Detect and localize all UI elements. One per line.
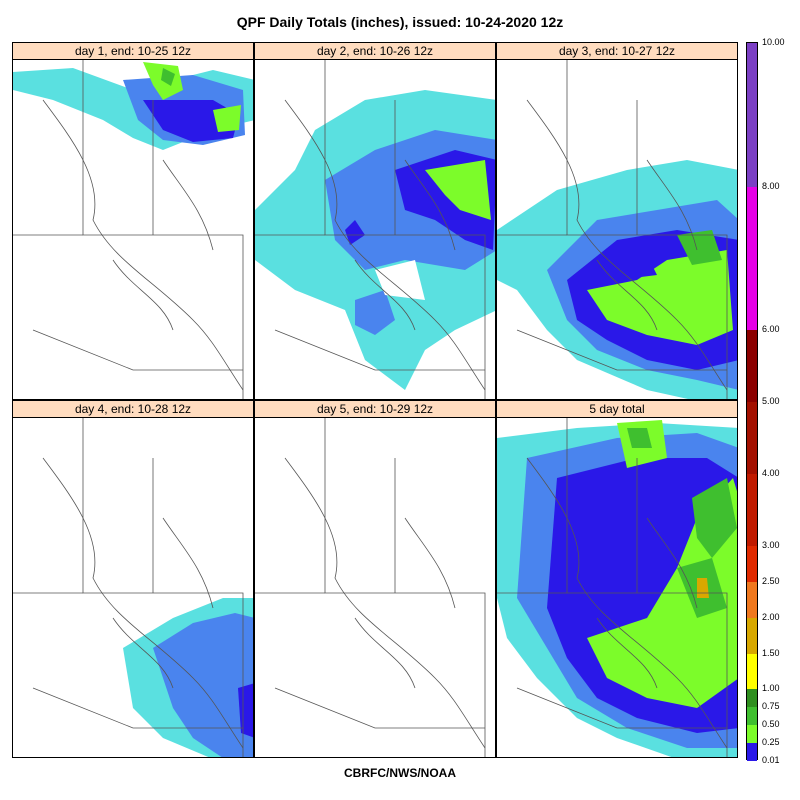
color-legend-bar — [746, 42, 758, 761]
map-panel-day-1: day 1, end: 10-25 12z — [12, 42, 254, 400]
legend-tick-label: 1.50 — [762, 648, 780, 658]
legend-swatch — [747, 474, 757, 546]
map-panel-5-day-total: 5 day total — [496, 400, 738, 758]
map-panel-day-4: day 4, end: 10-28 12z — [12, 400, 254, 758]
legend-swatch — [747, 743, 757, 761]
map-panel-day-3: day 3, end: 10-27 12z — [496, 42, 738, 400]
panel-header: day 1, end: 10-25 12z — [13, 43, 253, 60]
legend-tick-label: 0.25 — [762, 737, 780, 747]
legend-swatch — [747, 546, 757, 582]
legend-swatch — [747, 582, 757, 618]
page-title: QPF Daily Totals (inches), issued: 10-24… — [236, 14, 564, 30]
panel-header: day 5, end: 10-29 12z — [255, 401, 495, 418]
precip-map — [13, 60, 253, 399]
precip-map — [497, 418, 737, 757]
precip-map — [255, 60, 495, 399]
footer-credit: CBRFC/NWS/NOAA — [344, 766, 456, 780]
legend-swatch — [747, 654, 757, 689]
panel-header: day 4, end: 10-28 12z — [13, 401, 253, 418]
legend-tick-label: 0.50 — [762, 719, 780, 729]
legend-tick-label: 2.50 — [762, 576, 780, 586]
legend-swatch — [747, 187, 757, 330]
legend-tick-label: 2.00 — [762, 612, 780, 622]
panel-header: 5 day total — [497, 401, 737, 418]
legend-swatch — [747, 689, 757, 707]
legend-swatch — [747, 330, 757, 402]
legend-swatch — [747, 402, 757, 474]
legend-tick-label: 6.00 — [762, 324, 780, 334]
precip-map — [255, 418, 486, 757]
legend-tick-label: 0.75 — [762, 701, 780, 711]
legend-tick-label: 4.00 — [762, 468, 780, 478]
legend-swatch — [747, 707, 757, 725]
legend-swatch — [747, 725, 757, 743]
legend-swatch — [747, 43, 757, 187]
precip-map — [497, 60, 737, 399]
legend-tick-label: 10.00 — [762, 37, 785, 47]
precip-map — [13, 418, 253, 757]
map-panel-day-5: day 5, end: 10-29 12z — [254, 400, 496, 758]
legend-tick-label: 8.00 — [762, 181, 780, 191]
panel-header: day 3, end: 10-27 12z — [497, 43, 737, 60]
legend-tick-label: 5.00 — [762, 396, 780, 406]
legend-swatch — [747, 618, 757, 654]
legend-tick-label: 3.00 — [762, 540, 780, 550]
legend-tick-label: 1.00 — [762, 683, 780, 693]
map-panel-day-2: day 2, end: 10-26 12z — [254, 42, 496, 400]
legend-tick-label: 0.01 — [762, 755, 780, 765]
panel-header: day 2, end: 10-26 12z — [255, 43, 495, 60]
